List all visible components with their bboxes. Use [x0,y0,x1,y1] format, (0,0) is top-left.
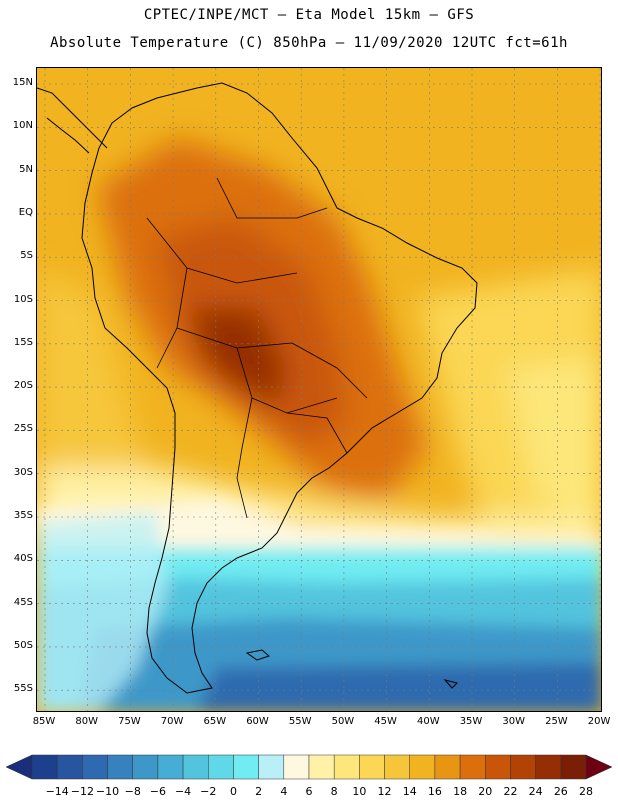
colorbar-swatch [182,754,209,780]
colorbar-swatch [56,754,83,780]
central-america-coastline [37,87,108,154]
colorbar-label: 2 [255,785,263,798]
colorbar-swatch [459,754,486,780]
colorbar-label: 4 [280,785,288,798]
hottest-core [187,308,287,408]
lon-label-55w: 55W [288,716,312,727]
colorbar-swatch [333,754,360,780]
colorbar-label: −14 [45,785,69,798]
colorbar-swatch [283,754,310,780]
colorbar-swatch [434,754,461,780]
lat-label-20s: 20S [13,380,33,392]
colorbar-swatch [485,754,511,780]
lat-label-55s: 55S [13,683,33,695]
colorbar-label: 26 [553,785,568,798]
lat-label-eq: EQ [18,206,33,218]
temperature-map [37,68,601,711]
colorbar-label: −10 [95,785,120,798]
colorbar-label: −2 [200,785,217,798]
lon-label-25w: 25W [545,716,568,727]
lat-label-40s: 40S [13,553,33,565]
colorbar-swatch [510,754,536,780]
lat-label-25s: 25S [13,423,33,435]
coldest-zone [197,663,601,711]
colorbar-label: 10 [352,785,367,798]
atlantic-band [417,268,601,587]
lat-label-10n: 10N [12,120,33,132]
lon-label-75w: 75W [118,716,141,727]
lat-label-45s: 45S [13,596,33,608]
falkland-islands [245,649,270,661]
title-line-2: Absolute Temperature (C) 850hPa – 11/09/… [50,35,568,51]
colorbar-swatch [132,754,159,780]
lon-label-80w: 80W [75,716,98,727]
colorbar-label: 18 [453,785,468,798]
colorbar-label: 0 [229,785,237,798]
lon-label-35w: 35W [459,716,483,727]
lat-label-15s: 15S [13,336,33,348]
lon-label-50w: 50W [331,716,355,727]
lat-label-5n: 5N [19,163,33,175]
lon-label-85w: 85W [32,716,56,727]
colorbar-label: −6 [149,785,167,798]
south-georgia [443,679,458,689]
colorbar-swatch [82,754,108,780]
colorbar-label: −8 [124,785,141,798]
colorbar [6,754,612,780]
title-line-1: CPTEC/INPE/MCT – Eta Model 15km – GFS [143,7,475,23]
colorbar-label: −4 [174,785,192,798]
lon-label-70w: 70W [160,716,184,727]
lon-label-60w: 60W [246,716,269,727]
colorbar-high-arrow [585,754,612,780]
colorbar-swatch [31,754,58,780]
country-borders [146,177,368,519]
colorbar-swatch [258,754,285,780]
colorbar-label: 14 [402,785,417,798]
colorbar-swatch [208,754,234,780]
colorbar-label: 12 [377,785,392,798]
lon-label-30w: 30W [502,716,525,727]
colorbar-label: 20 [478,785,493,798]
atlantic-light-band [507,358,601,528]
south-america-coastline [81,82,478,694]
colorbar-swatch [535,754,562,780]
colorbar-swatch [233,754,259,780]
lon-label-20w: 20W [587,716,611,727]
lat-label-15n: 15N [12,77,33,88]
map-panel [36,67,602,712]
pacific-warm-band [37,268,147,488]
lat-label-35s: 35S [13,510,33,521]
colorbar-swatch [308,754,335,780]
colorbar-low-arrow [6,754,33,780]
lat-label-10s: 10S [13,293,33,305]
colorbar-swatch [157,754,184,780]
lon-label-65w: 65W [203,716,227,727]
colorbar-swatch [384,754,410,780]
lat-label-30s: 30S [13,466,33,478]
colorbar-label: 28 [579,785,593,798]
lat-label-5s: 5S [20,250,33,262]
colorbar-swatch [359,754,385,780]
colorbar-label: 6 [305,785,313,798]
pacific-cold-tongue [37,513,167,711]
colorbar-swatch [107,754,133,780]
colorbar-label: 8 [330,785,338,798]
colorbar-label: 24 [528,785,543,798]
lon-label-40w: 40W [416,716,440,727]
colorbar-label: 22 [503,785,518,798]
transition-band-yellow [37,468,601,548]
colorbar-swatch [409,754,436,780]
colorbar-label: −12 [70,785,94,798]
lon-label-45w: 45W [374,716,397,727]
lat-label-50s: 50S [13,639,33,651]
colorbar-swatch [560,754,587,780]
colorbar-label: 16 [427,785,442,798]
